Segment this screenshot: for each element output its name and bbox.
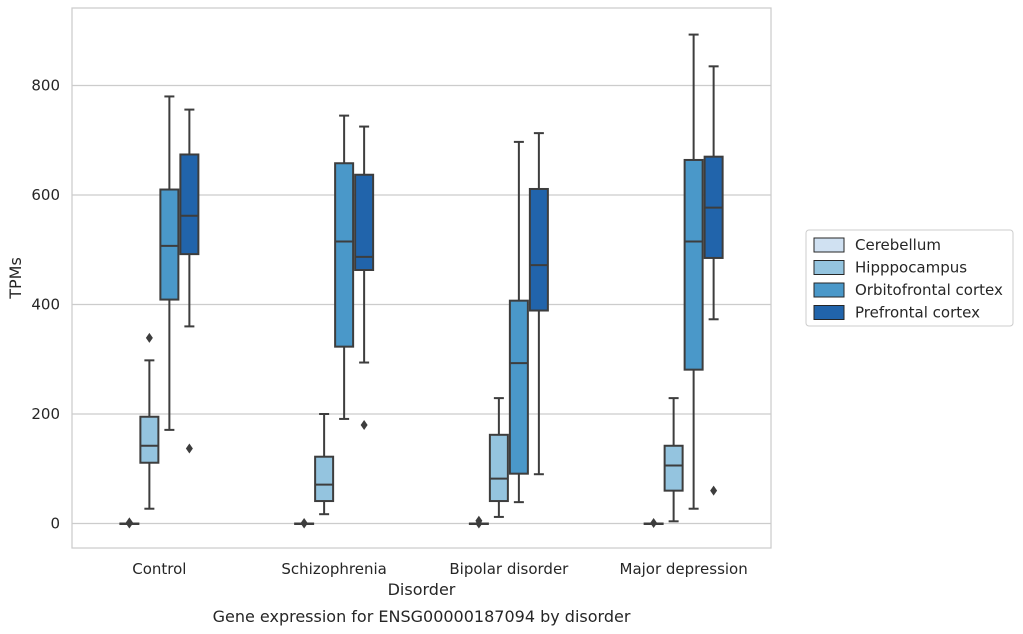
box-body — [159, 188, 180, 301]
box-body — [488, 433, 509, 503]
box-body — [179, 153, 200, 256]
box-outlier — [650, 517, 658, 528]
box-outlier — [475, 515, 483, 526]
x-axis-label: Disorder — [388, 580, 456, 599]
legend-label: Cerebellum — [855, 236, 941, 254]
chart-caption: Gene expression for ENSG00000187094 by d… — [213, 607, 631, 626]
y-tick-labels: 0 200 400 600 800 — [31, 77, 60, 533]
box-plot — [468, 515, 489, 529]
box-plot — [159, 95, 180, 431]
box-outlier — [125, 517, 133, 528]
box-body — [139, 415, 160, 464]
box-body — [354, 173, 375, 272]
legend-label: Orbitofrontal cortex — [855, 281, 1003, 299]
box-plot — [683, 33, 704, 510]
box-plot — [334, 114, 355, 420]
box-plot — [354, 125, 375, 430]
box-plot — [703, 65, 724, 496]
box-outlier — [145, 332, 153, 343]
box-body — [683, 158, 704, 371]
box-plot — [528, 132, 549, 476]
box-plot — [179, 108, 200, 454]
y-tick-label: 800 — [31, 77, 60, 95]
legend-swatch — [813, 237, 845, 253]
y-tick-label: 200 — [31, 405, 60, 423]
legend-label: Prefrontal cortex — [855, 304, 980, 322]
box-plot — [663, 397, 684, 523]
box-plot — [488, 397, 509, 518]
box-plot — [508, 140, 529, 504]
y-tick-label: 400 — [31, 296, 60, 314]
y-tick-label: 0 — [50, 515, 60, 533]
x-tick-labels: Control Schizophrenia Bipolar disorder Majo… — [132, 560, 747, 578]
box-body — [334, 162, 355, 348]
box-body — [314, 455, 335, 503]
x-tick-label: Major depression — [620, 560, 748, 578]
legend-swatch — [813, 282, 845, 298]
legend-swatch — [813, 260, 845, 275]
box-body — [508, 299, 529, 475]
box-plot — [314, 413, 335, 516]
box-plot — [119, 517, 140, 529]
legend-swatch — [813, 305, 845, 320]
box-plot — [643, 517, 664, 528]
legend-label: Hipppocampus — [855, 259, 967, 277]
x-tick-label: Schizophrenia — [281, 560, 386, 578]
x-tick-label: Bipolar disorder — [449, 560, 569, 578]
plot-frame — [71, 7, 772, 549]
box-outlier — [360, 419, 368, 430]
box-body — [663, 444, 684, 492]
box-plots — [119, 33, 724, 529]
legend: Cerebellum Hipppocampus Orbitofrontal cort… — [805, 229, 1014, 327]
box-outlier — [710, 485, 718, 496]
box-outlier — [185, 443, 193, 454]
y-tick-label: 600 — [31, 186, 60, 204]
y-axis-label: TPMs — [6, 257, 25, 300]
legend-frame — [805, 229, 1014, 327]
box-plot — [294, 517, 315, 529]
box-outlier — [300, 517, 308, 528]
box-plot — [139, 332, 160, 510]
box-body — [528, 187, 549, 312]
x-tick-label: Control — [132, 560, 186, 578]
